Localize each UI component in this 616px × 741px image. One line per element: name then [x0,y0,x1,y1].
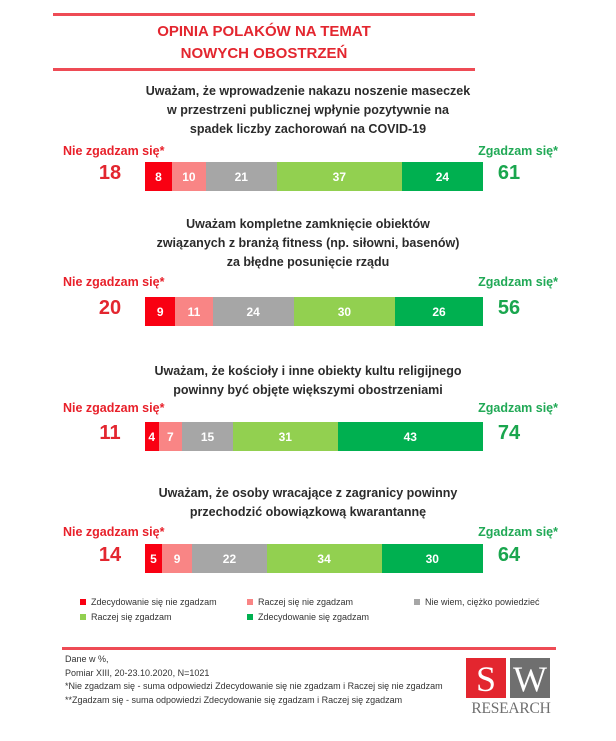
legend-item-rather-agree: Raczej się zgadzam [80,612,172,622]
disagree-label: Nie zgadzam się* [63,144,165,158]
agree-total: 64 [497,544,521,566]
segment-strongly-disagree: 9 [145,297,176,326]
footer-line-unit: Dane w %, [65,654,109,664]
legend-swatch [80,614,86,620]
legend-swatch [414,599,420,605]
legend-item-rather-disagree: Raczej się nie zgadzam [247,597,353,607]
agree-label: Zgadzam się* [478,525,558,539]
legend-swatch [80,599,86,605]
legend-swatch [247,614,253,620]
question-line: przechodzić obowiązkową kwarantannę [189,505,427,519]
question-line: Uważam, że kościoły i inne obiekty kultu… [154,364,462,378]
segment-dont-know: 21 [205,162,277,191]
segment-strongly-agree: 26 [395,297,483,326]
logo-letter-w: W [510,658,550,699]
segment-rather-agree: 31 [232,422,338,451]
footer-notes: Dane w %, Pomiar XIII, 20-23.10.2020, N=… [65,653,443,707]
legend-item-strongly-disagree: Zdecydowanie się nie zgadzam [80,597,217,607]
segment-strongly-disagree: 5 [145,544,162,573]
chart-title: OPINIA POLAKÓW NA TEMAT NOWYCH OBOSTRZEŃ [53,21,475,65]
disagree-total: 11 [99,422,121,444]
title-line-1: OPINIA POLAKÓW NA TEMAT [157,23,371,40]
segment-rather-agree: 34 [266,544,382,573]
logo-letter-s: S [466,658,506,699]
legend-item-strongly-agree: Zdecydowanie się zgadzam [247,612,369,622]
segment-dont-know: 24 [212,297,294,326]
stacked-bar: 5 9 22 34 30 [145,544,483,573]
segment-dont-know: 15 [182,422,233,451]
question-line: Uważam, że wprowadzenie nakazu noszenie … [145,84,471,98]
disagree-total: 14 [98,544,122,566]
disagree-label: Nie zgadzam się* [63,275,165,289]
question-text: Uważam, że osoby wracające z zagranicy p… [0,484,616,522]
segment-strongly-disagree: 4 [145,422,159,451]
disagree-total: 20 [98,297,122,319]
segment-rather-disagree: 7 [158,422,183,451]
question-line: za błędne posunięcie rządu [226,255,390,269]
agree-total: 61 [497,162,521,184]
footer-line-note-disagree: *Nie zgadzam się - suma odpowiedzi Zdecy… [65,681,443,691]
question-line: spadek liczby zachorowań na COVID-19 [189,122,427,136]
question-line: Uważam kompletne zamknięcie obiektów [186,217,430,231]
segment-rather-disagree: 10 [172,162,206,191]
segment-rather-agree: 30 [293,297,396,326]
question-line: w przestrzeni publicznej wpłynie pozytyw… [167,103,449,117]
legend-label: Nie wiem, ciężko powiedzieć [425,597,540,607]
segment-strongly-disagree: 8 [145,162,173,191]
legend-item-dont-know: Nie wiem, ciężko powiedzieć [414,597,540,607]
title-rule-top [53,13,475,16]
agree-label: Zgadzam się* [478,275,558,289]
segment-rather-disagree: 9 [161,544,193,573]
stacked-bar: 4 7 15 31 43 [145,422,483,451]
question-text: Uważam kompletne zamknięcie obiektów zwi… [0,215,616,272]
legend-label: Raczej się zgadzam [91,612,172,622]
question-line: powinny być objęte większymi obostrzenia… [173,383,443,397]
legend-label: Raczej się nie zgadzam [258,597,354,607]
disagree-total: 18 [98,162,122,184]
segment-rather-disagree: 11 [175,297,213,326]
logo-text: RESEARCH [471,700,551,717]
stacked-bar: 9 11 24 30 26 [145,297,483,326]
agree-total: 74 [497,422,521,444]
footer-rule [62,647,556,650]
title-rule-bottom [53,68,475,71]
footer-line-survey: Pomiar XIII, 20-23.10.2020, N=1021 [65,667,210,678]
title-line-2: NOWYCH OBOSTRZEŃ [180,45,348,62]
legend-label: Zdecydowanie się nie zgadzam [91,597,217,607]
segment-strongly-agree: 30 [381,544,483,573]
footer-line-note-agree: **Zgadzam się - suma odpowiedzi Zdecydow… [65,694,403,705]
agree-label: Zgadzam się* [478,401,558,415]
disagree-label: Nie zgadzam się* [63,525,165,539]
agree-total: 56 [497,297,521,319]
segment-dont-know: 22 [192,544,267,573]
legend-swatch [247,599,253,605]
legend: Zdecydowanie się nie zgadzam Raczej się … [80,597,580,627]
legend-label: Zdecydowanie się zgadzam [258,612,370,622]
segment-strongly-agree: 43 [337,422,483,451]
question-text: Uważam, że wprowadzenie nakazu noszenie … [0,82,616,139]
question-line: Uważam, że osoby wracające z zagranicy p… [158,486,458,500]
segment-rather-agree: 37 [276,162,402,191]
agree-label: Zgadzam się* [478,144,558,158]
disagree-label: Nie zgadzam się* [63,401,165,415]
question-text: Uważam, że kościoły i inne obiekty kultu… [0,362,616,400]
segment-strongly-agree: 24 [401,162,483,191]
stacked-bar: 8 10 21 37 24 [145,162,483,191]
question-line: związanych z branżą fitness (np. siłowni… [156,236,460,250]
